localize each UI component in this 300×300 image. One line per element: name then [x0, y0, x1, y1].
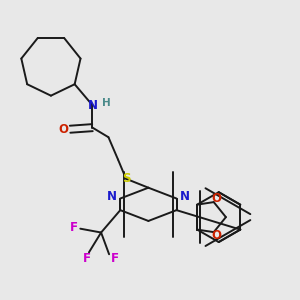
Text: F: F: [83, 252, 92, 265]
Text: N: N: [107, 190, 117, 203]
Text: N: N: [179, 190, 190, 203]
Text: O: O: [211, 230, 221, 242]
Text: F: F: [111, 252, 119, 265]
Text: N: N: [88, 99, 98, 112]
Text: O: O: [211, 192, 221, 205]
Text: F: F: [70, 221, 78, 234]
Text: S: S: [122, 172, 130, 185]
Text: O: O: [58, 123, 68, 136]
Text: H: H: [101, 98, 110, 108]
